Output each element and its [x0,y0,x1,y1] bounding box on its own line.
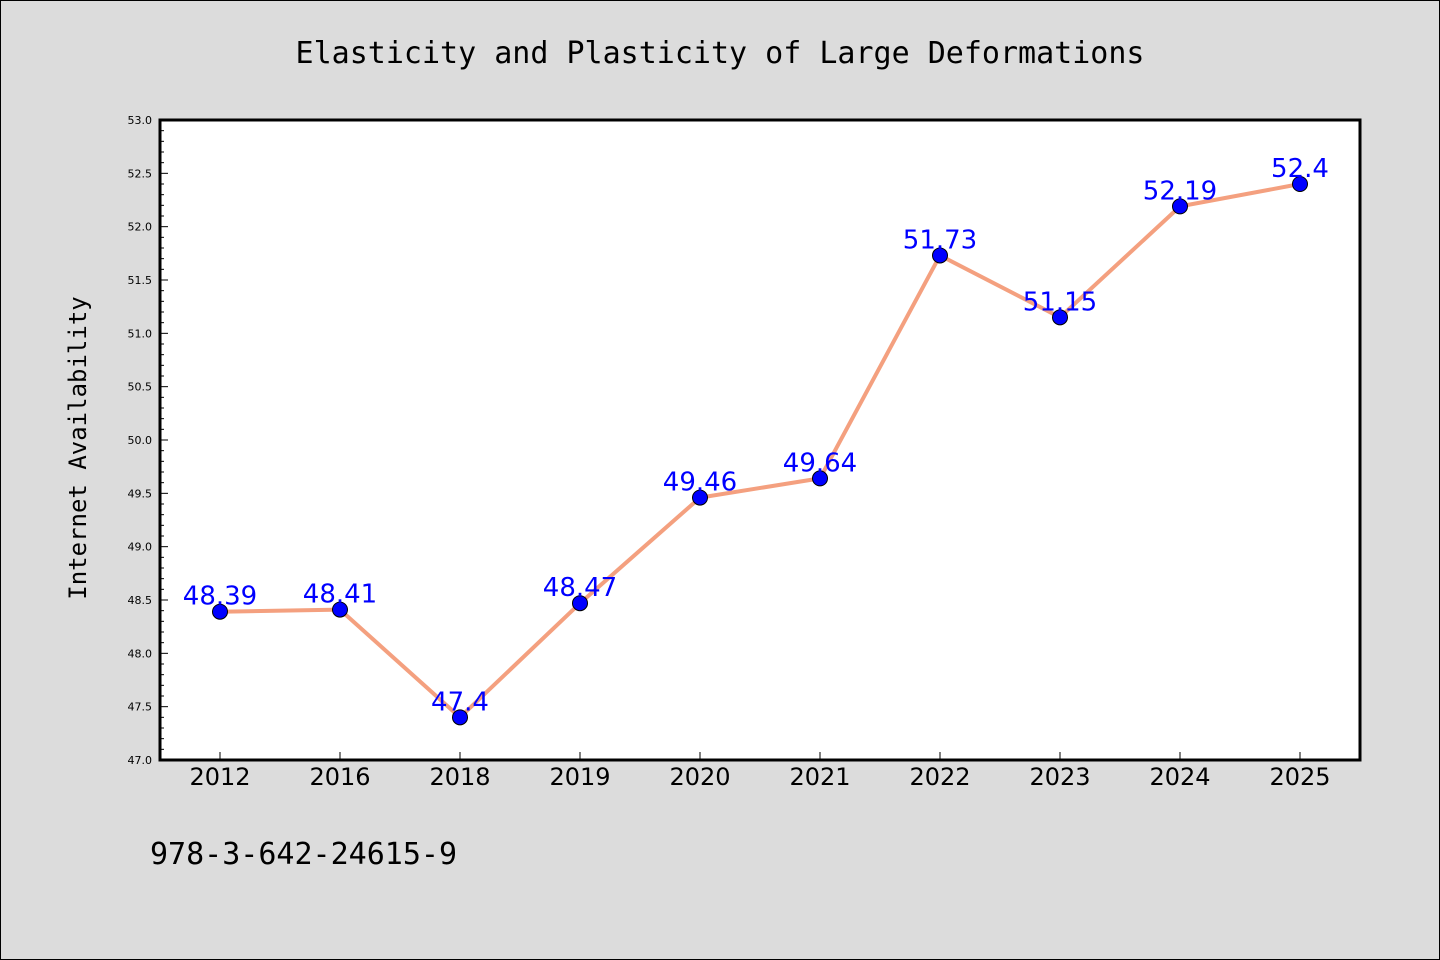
x-tick-label: 2012 [189,763,250,791]
data-label: 47.4 [431,687,489,717]
y-tick-label: 48.0 [128,647,153,660]
x-tick-label: 2021 [789,763,850,791]
x-tick-label: 2019 [549,763,610,791]
data-point [692,489,708,506]
data-label: 52.4 [1271,154,1329,184]
data-point [572,595,588,612]
data-label: 51.73 [903,225,977,255]
y-tick-label: 51.5 [128,274,153,287]
data-label: 49.46 [663,468,737,498]
y-tick-label: 52.5 [128,167,153,180]
x-axis-ticks: 2012 2016 2018 2019 2020 2021 2022 2023 2024 2025 [189,752,1331,791]
y-tick-label: 53.0 [128,114,153,127]
plot-area [160,120,1360,760]
y-tick-label: 48.5 [128,594,153,607]
data-label: 51.15 [1023,287,1097,317]
x-tick-label: 2023 [1029,763,1090,791]
y-axis-ticks: 47.0 47.5 48.0 48.5 49.0 49.5 50.0 50.5 51.0 51.5… [128,114,168,767]
data-label: 49.64 [783,448,857,478]
y-tick-label: 50.5 [128,381,153,394]
data-label: 48.47 [543,573,617,603]
y-tick-label: 51.0 [128,327,153,340]
data-label: 52.19 [1143,176,1217,206]
footer-isbn-text: 978-3-642-24615-9 [150,837,457,872]
data-point [1292,176,1308,192]
data-labels: 48.39 48.41 47.4 48.47 49.46 49.64 51.73 51.15 5… [183,154,1329,717]
series-line [219,182,1301,720]
y-tick-label: 52.0 [128,221,153,234]
x-tick-label: 2022 [909,763,970,791]
data-point [812,470,828,487]
x-tick-label: 2024 [1149,763,1210,791]
data-point [452,709,468,726]
y-axis-label: Internet Availability [64,296,92,599]
data-point [932,247,948,264]
x-tick-label: 2016 [309,763,370,791]
x-tick-label: 2020 [669,763,730,791]
y-tick-label: 47.0 [128,754,153,767]
series-line-group [219,182,1301,720]
chart-title: Elasticity and Plasticity of Large Defor… [296,36,1145,71]
x-tick-label: 2018 [429,763,490,791]
data-point [1172,198,1188,215]
data-label: 48.41 [303,580,377,610]
y-tick-label: 49.5 [128,487,153,500]
x-tick-label: 2025 [1269,763,1330,791]
data-point [332,601,348,618]
data-point [1052,309,1068,326]
plot-border [158,118,1362,762]
y-tick-label: 49.0 [128,541,153,554]
y-tick-label: 50.0 [128,434,153,447]
data-label: 48.39 [183,582,257,612]
data-point [212,603,228,620]
data-markers [212,176,1308,726]
y-tick-label: 47.5 [128,701,153,714]
